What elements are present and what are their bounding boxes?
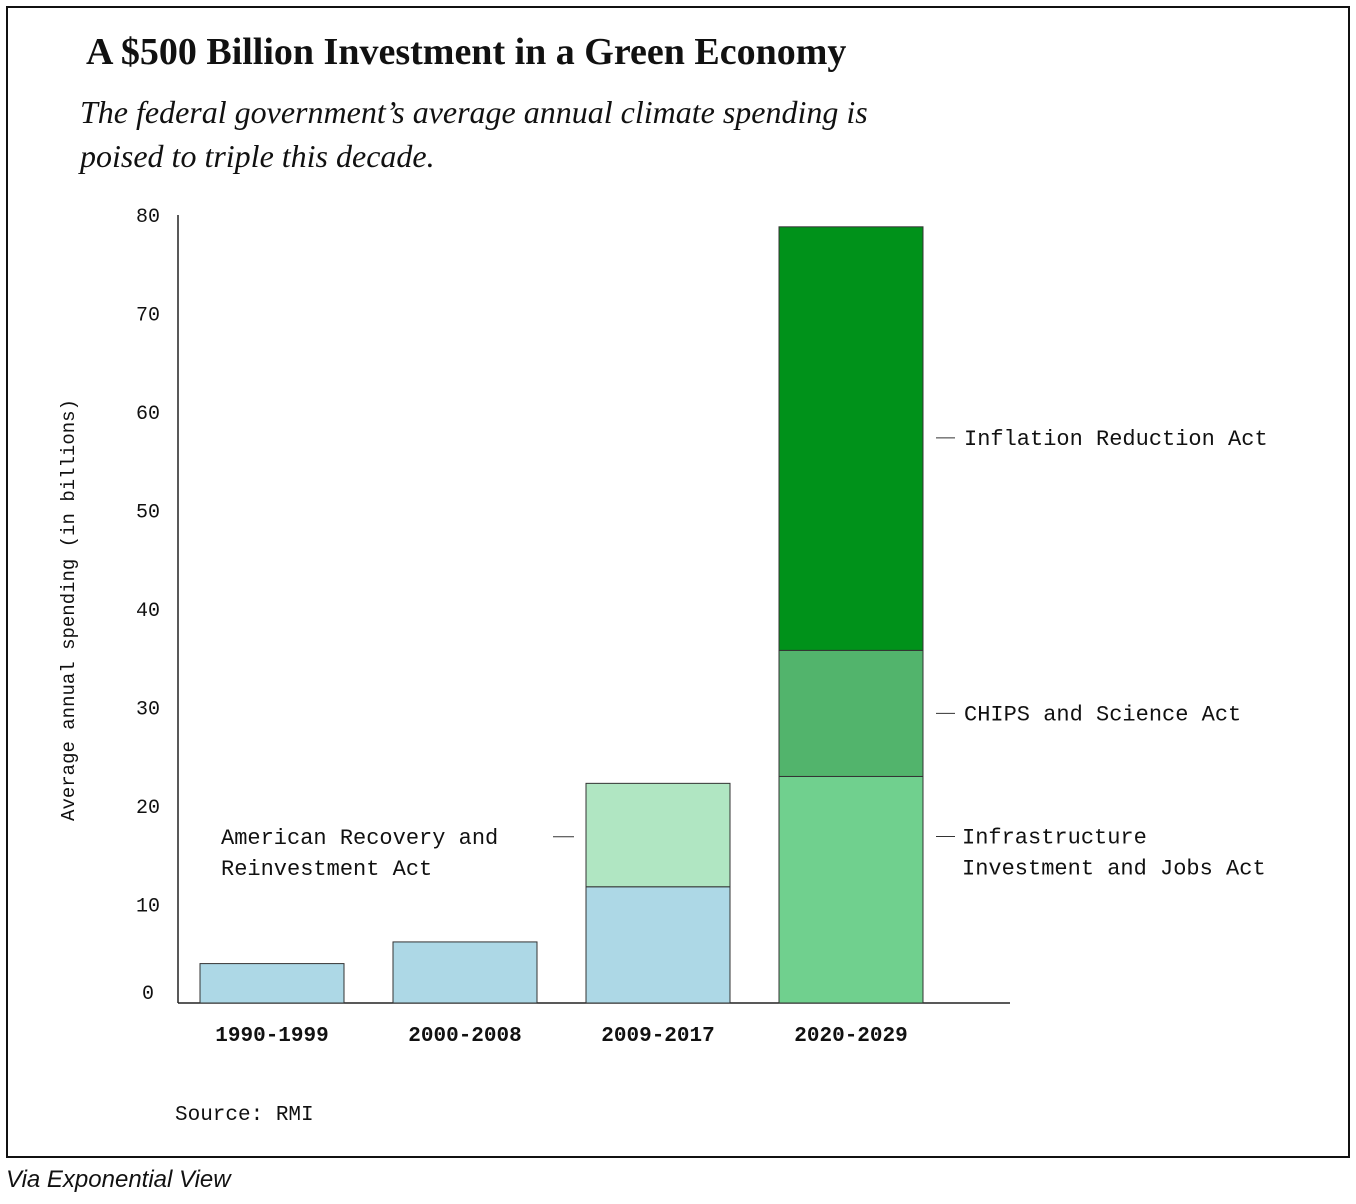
- y-tick-label: 80: [136, 206, 160, 229]
- source-note: Source: RMI: [175, 1104, 314, 1127]
- bar-segment: [778, 775, 924, 1004]
- annotation-label: Investment and Jobs Act: [962, 856, 1266, 881]
- chart-title: A $500 Billion Investment in a Green Eco…: [86, 31, 847, 73]
- bar-segment: [199, 963, 345, 1004]
- bar-segment: [585, 886, 731, 1004]
- y-tick-label: 20: [136, 797, 160, 820]
- y-tick-label: 10: [136, 896, 160, 919]
- x-tick-label: 1990-1999: [215, 1025, 328, 1048]
- bar-segment: [585, 782, 731, 888]
- annotation-label: CHIPS and Science Act: [964, 702, 1241, 727]
- y-tick-label: 30: [136, 699, 160, 722]
- bar-segment: [778, 649, 924, 777]
- chart-subtitle: The federal government’s average annual …: [80, 94, 868, 174]
- bar-segment: [392, 941, 538, 1004]
- bar-segment: [778, 226, 924, 651]
- credit-note: Via Exponential View: [6, 1166, 231, 1193]
- x-tick-label: 2000-2008: [408, 1025, 521, 1048]
- annotation-label: American Recovery and: [221, 826, 498, 851]
- y-tick-label: 0: [142, 983, 154, 1006]
- x-tick-label: 2009-2017: [601, 1025, 714, 1048]
- y-tick-label: 40: [136, 600, 160, 623]
- annotation-label: Reinvestment Act: [221, 857, 432, 882]
- y-tick-label: 70: [136, 305, 160, 328]
- y-tick-label: 60: [136, 403, 160, 426]
- y-axis-label: Average annual spending (in billions): [58, 399, 80, 821]
- annotation-label: Infrastructure: [962, 825, 1147, 850]
- x-tick-label: 2020-2029: [794, 1025, 907, 1048]
- annotation-label: Inflation Reduction Act: [964, 427, 1268, 452]
- y-tick-label: 50: [136, 502, 160, 525]
